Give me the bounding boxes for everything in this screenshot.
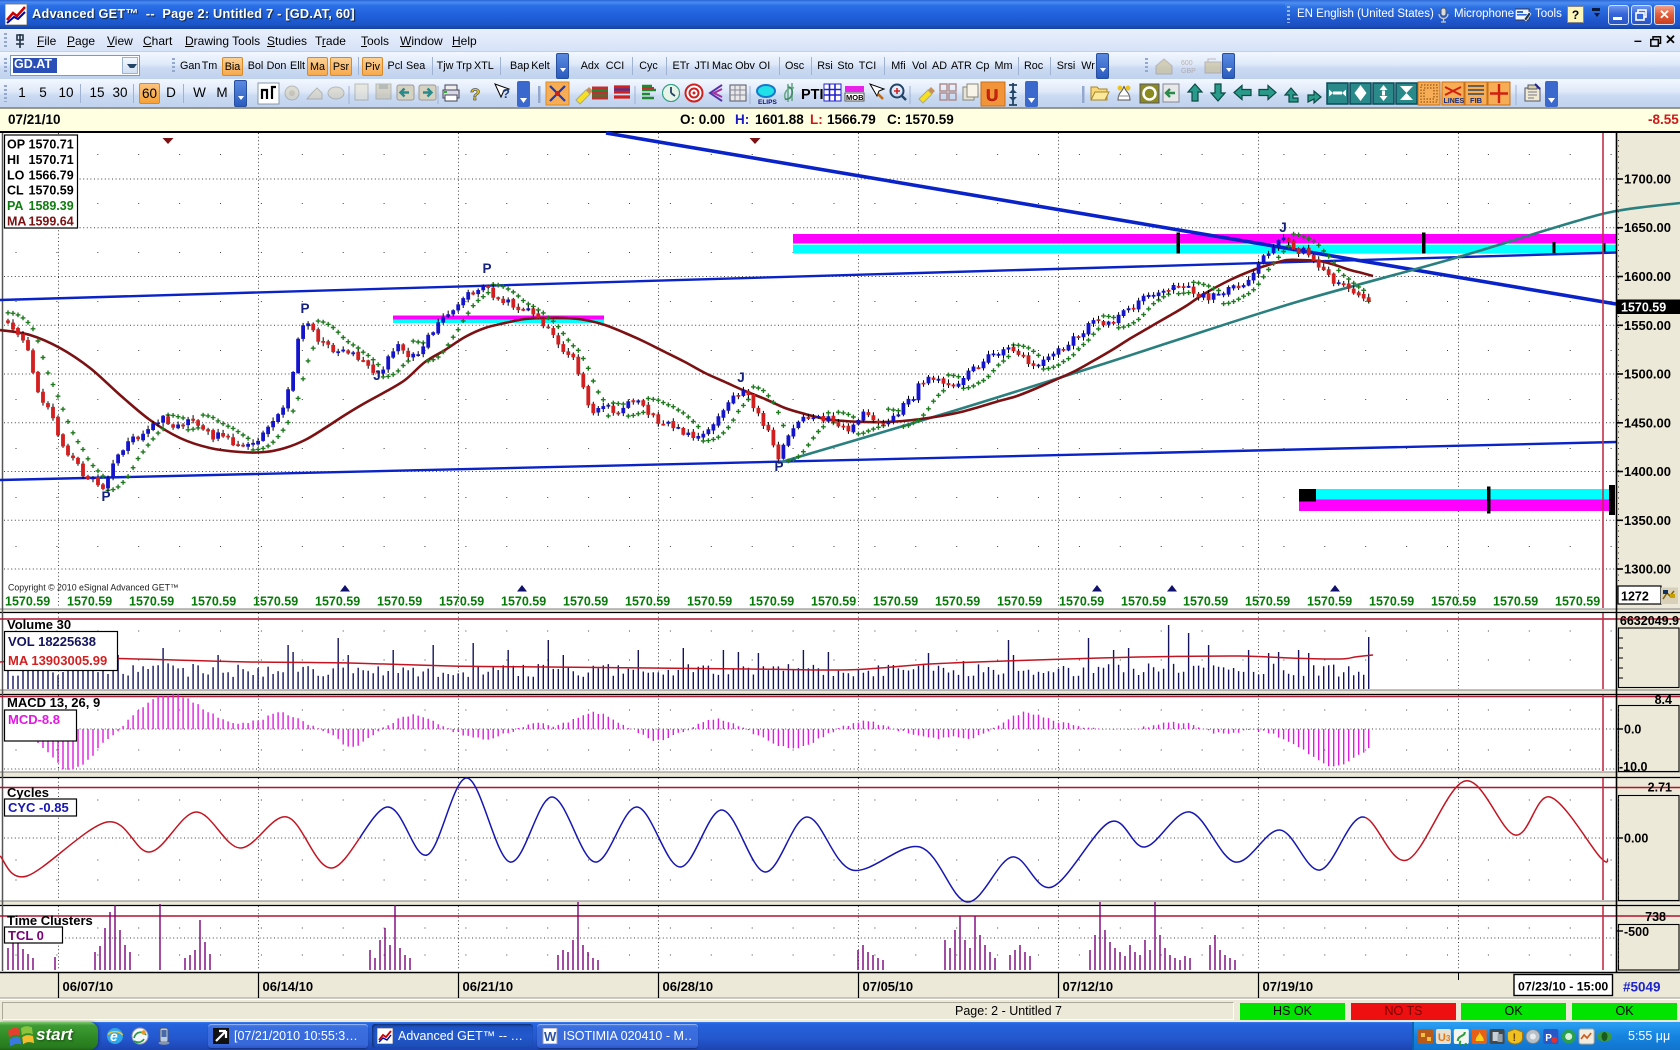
svg-text:1570.59: 1570.59 (997, 595, 1042, 609)
svg-text:1570.59: 1570.59 (1621, 301, 1666, 315)
svg-text:P: P (300, 301, 309, 316)
svg-text:1570.59: 1570.59 (1431, 595, 1476, 609)
svg-text:1700.00: 1700.00 (1624, 172, 1671, 187)
svg-text:1570.59: 1570.59 (67, 595, 112, 609)
svg-text:Time Clusters: Time Clusters (7, 913, 93, 928)
svg-text:1300.00: 1300.00 (1624, 562, 1671, 577)
svg-text:Cycles: Cycles (7, 785, 49, 800)
svg-text:1600.00: 1600.00 (1624, 269, 1671, 284)
svg-text:VOL 18225638: VOL 18225638 (8, 634, 96, 649)
svg-text:MCD-8.8: MCD-8.8 (8, 712, 60, 727)
svg-text:J: J (737, 370, 745, 385)
svg-text:1570.59: 1570.59 (811, 595, 856, 609)
svg-text:1570.59: 1570.59 (1307, 595, 1352, 609)
svg-text:J: J (373, 368, 381, 383)
svg-text:1570.59: 1570.59 (749, 595, 794, 609)
svg-text:8.4: 8.4 (1655, 693, 1672, 707)
svg-text:1550.00: 1550.00 (1624, 318, 1671, 333)
svg-text:1570.59: 1570.59 (1555, 595, 1600, 609)
svg-text:1570.59: 1570.59 (1183, 595, 1228, 609)
svg-text:1599.64: 1599.64 (29, 215, 74, 229)
svg-text:1570.71: 1570.71 (29, 153, 74, 167)
svg-text:MA 13903005.99: MA 13903005.99 (8, 653, 107, 668)
svg-text:1566.79: 1566.79 (29, 168, 74, 182)
svg-text:06/28/10: 06/28/10 (663, 979, 714, 994)
svg-text:1570.59: 1570.59 (501, 595, 546, 609)
svg-text:HI: HI (7, 153, 20, 167)
svg-text:Volume 30: Volume 30 (7, 617, 71, 632)
svg-text:1570.59: 1570.59 (439, 595, 484, 609)
svg-text:TCL 0: TCL 0 (8, 928, 44, 943)
svg-text:LO: LO (7, 168, 25, 182)
svg-text:1570.59: 1570.59 (563, 595, 608, 609)
svg-text:FIB: FIB (1470, 96, 1483, 105)
svg-text:07/19/10: 07/19/10 (1263, 979, 1314, 994)
svg-text:06/14/10: 06/14/10 (263, 979, 314, 994)
svg-text:U3: U3 (1438, 1032, 1451, 1044)
svg-text:07/12/10: 07/12/10 (1063, 979, 1114, 994)
svg-text:0.00: 0.00 (1624, 832, 1648, 846)
svg-text:#5049: #5049 (1623, 980, 1661, 995)
svg-text:1570.59: 1570.59 (315, 595, 360, 609)
svg-text:PA: PA (7, 199, 23, 213)
svg-text:GBP: GBP (1181, 68, 1196, 75)
svg-text:1570.59: 1570.59 (5, 595, 50, 609)
svg-text:U: U (986, 86, 998, 105)
svg-text:738: 738 (1645, 910, 1666, 924)
svg-text:?: ? (470, 85, 480, 104)
svg-text:P: P (1545, 1033, 1552, 1044)
svg-text:1272: 1272 (1621, 590, 1649, 604)
svg-text:P: P (101, 489, 110, 504)
svg-text:1570.59: 1570.59 (1493, 595, 1538, 609)
svg-text:1570.59: 1570.59 (1245, 595, 1290, 609)
svg-text:1570.59: 1570.59 (687, 595, 732, 609)
svg-text:1570.59: 1570.59 (253, 595, 298, 609)
svg-text:600: 600 (1181, 60, 1193, 67)
svg-text:6632049.9: 6632049.9 (1620, 614, 1679, 628)
svg-text:OP: OP (7, 138, 25, 152)
svg-text:MACD 13, 26, 9: MACD 13, 26, 9 (7, 695, 100, 710)
svg-text:07/23/10 - 15:00: 07/23/10 - 15:00 (1518, 980, 1608, 994)
svg-text:PTI: PTI (801, 87, 824, 103)
svg-text:MOB: MOB (846, 93, 864, 102)
svg-text:06/21/10: 06/21/10 (463, 979, 514, 994)
svg-text:1400.00: 1400.00 (1624, 464, 1671, 479)
svg-text:P: P (774, 459, 783, 474)
svg-text:-10.0: -10.0 (1619, 760, 1648, 774)
svg-text:1570.59: 1570.59 (377, 595, 422, 609)
svg-text:CL: CL (7, 184, 24, 198)
svg-text:1570.59: 1570.59 (625, 595, 670, 609)
svg-text:1589.39: 1589.39 (29, 199, 74, 213)
svg-text:e: e (110, 1028, 118, 1044)
svg-text:!: ! (1513, 1032, 1517, 1044)
svg-text:?: ? (502, 86, 510, 101)
svg-text:1570.59: 1570.59 (1059, 595, 1104, 609)
svg-text:1570.59: 1570.59 (873, 595, 918, 609)
svg-text:CYC -0.85: CYC -0.85 (8, 800, 69, 815)
svg-text:1570.59: 1570.59 (29, 184, 74, 198)
svg-text:-500: -500 (1624, 925, 1649, 939)
svg-text:06/07/10: 06/07/10 (63, 979, 114, 994)
svg-text:LINES: LINES (1444, 98, 1465, 105)
svg-text:Copyright © 2010 eSignal Advan: Copyright © 2010 eSignal Advanced GET™ (8, 583, 179, 593)
svg-text:1570.71: 1570.71 (29, 138, 74, 152)
svg-text:J: J (1279, 220, 1287, 235)
svg-text:1570.59: 1570.59 (191, 595, 236, 609)
svg-text:1570.59: 1570.59 (1121, 595, 1166, 609)
svg-text:W: W (544, 1029, 557, 1044)
svg-text:P: P (482, 261, 491, 276)
svg-text:1570.59: 1570.59 (1369, 595, 1414, 609)
svg-text:1450.00: 1450.00 (1624, 415, 1671, 430)
svg-text:0.0: 0.0 (1624, 723, 1641, 737)
svg-text:1650.00: 1650.00 (1624, 220, 1671, 235)
svg-text:1500.00: 1500.00 (1624, 367, 1671, 382)
svg-text:1350.00: 1350.00 (1624, 513, 1671, 528)
svg-text:1570.59: 1570.59 (129, 595, 174, 609)
svg-text:1570.59: 1570.59 (935, 595, 980, 609)
svg-text:MA: MA (7, 215, 26, 229)
svg-text:2.71: 2.71 (1648, 781, 1672, 795)
svg-text:ELIPS: ELIPS (758, 99, 777, 106)
svg-text:07/05/10: 07/05/10 (863, 979, 914, 994)
